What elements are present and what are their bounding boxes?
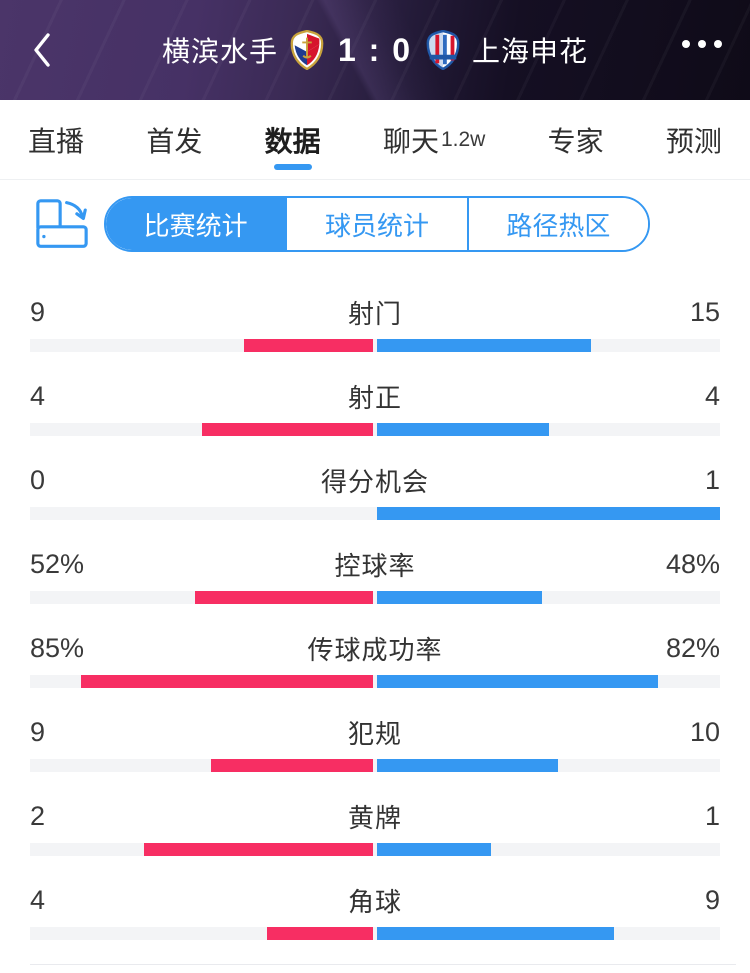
stat-home-value: 4 bbox=[30, 884, 46, 915]
stat-label: 射正 bbox=[347, 382, 403, 413]
stats-controls: 比赛统计 球员统计 路径热区 bbox=[0, 196, 750, 252]
stat-label: 传球成功率 bbox=[307, 634, 443, 665]
stat-bar-home bbox=[144, 843, 373, 856]
stat-bar-away bbox=[377, 843, 492, 856]
stat-row: 2 黄牌 1 bbox=[0, 800, 750, 856]
stat-label: 控球率 bbox=[334, 550, 416, 581]
tab-label: 首发 bbox=[146, 125, 203, 157]
stat-away-value: 1 bbox=[704, 464, 720, 495]
stat-bar-home bbox=[201, 423, 373, 436]
tab-专家[interactable]: 专家 bbox=[548, 100, 604, 179]
stat-bar bbox=[30, 675, 720, 688]
stat-label: 射门 bbox=[347, 298, 403, 329]
stat-bar-away bbox=[377, 759, 558, 772]
stat-bar bbox=[30, 507, 720, 520]
stat-label: 犯规 bbox=[347, 718, 403, 749]
tab-预测[interactable]: 预测 bbox=[666, 100, 722, 179]
tab-label: 数据 bbox=[264, 125, 321, 157]
stat-bar-home bbox=[267, 927, 373, 940]
stat-away-value: 9 bbox=[704, 884, 720, 915]
stat-away-value: 82% bbox=[665, 632, 720, 663]
stat-row: 9 犯规 10 bbox=[0, 716, 750, 772]
stat-row: 4 射正 4 bbox=[0, 380, 750, 436]
stat-home-value: 0 bbox=[30, 464, 46, 495]
tab-数据[interactable]: 数据 bbox=[265, 100, 321, 179]
stat-home-value: 9 bbox=[30, 716, 46, 747]
stat-bar-away bbox=[377, 507, 720, 520]
match-stats-list: 9 射门 15 4 射正 4 0 得分机会 1 52% 控 bbox=[0, 296, 750, 940]
stat-row: 85% 传球成功率 82% bbox=[0, 632, 750, 688]
away-team-badge-icon bbox=[426, 30, 460, 70]
ellipsis-dot bbox=[714, 40, 722, 48]
stat-bar bbox=[30, 591, 720, 604]
segment-button[interactable]: 比赛统计 bbox=[106, 198, 286, 250]
bottom-divider bbox=[30, 964, 736, 965]
stat-home-value: 4 bbox=[30, 380, 46, 411]
chevron-left-icon bbox=[34, 33, 50, 67]
stat-bar-home bbox=[194, 591, 373, 604]
tab-bar: 直播 首发 数据 聊天 1.2w 专家 预测 bbox=[0, 100, 750, 180]
back-button[interactable] bbox=[24, 32, 60, 68]
stat-away-value: 48% bbox=[665, 548, 720, 579]
away-team-name: 上海申花 bbox=[472, 36, 589, 67]
tab-label: 预测 bbox=[665, 125, 722, 157]
stat-row: 9 射门 15 bbox=[0, 296, 750, 352]
home-team-name: 横滨水手 bbox=[161, 36, 278, 67]
rotate-screen-button[interactable] bbox=[34, 198, 90, 250]
stat-row: 4 角球 9 bbox=[0, 884, 750, 940]
stat-away-value: 1 bbox=[704, 800, 720, 831]
match-title: 横滨水手 1 : 0 上海申花 bbox=[162, 30, 588, 70]
stat-away-value: 10 bbox=[689, 716, 720, 747]
stat-label: 角球 bbox=[347, 886, 403, 917]
tab-count: 1.2w bbox=[440, 127, 486, 151]
tab-首发[interactable]: 首发 bbox=[146, 100, 202, 179]
stat-bar-away bbox=[377, 927, 615, 940]
stat-row: 0 得分机会 1 bbox=[0, 464, 750, 520]
stat-bar bbox=[30, 927, 720, 940]
stat-bar-away bbox=[377, 675, 659, 688]
stat-away-value: 15 bbox=[689, 296, 720, 327]
segment-button[interactable]: 球员统计 bbox=[285, 198, 467, 250]
more-options-button[interactable] bbox=[682, 40, 722, 48]
stat-label: 得分机会 bbox=[320, 466, 430, 497]
stat-bar-away bbox=[377, 591, 542, 604]
stat-label: 黄牌 bbox=[347, 802, 403, 833]
tab-直播[interactable]: 直播 bbox=[28, 100, 84, 179]
segment-button[interactable]: 路径热区 bbox=[466, 198, 648, 250]
home-team-badge-icon bbox=[290, 30, 324, 70]
tab-label: 直播 bbox=[28, 125, 85, 157]
match-header: 横滨水手 1 : 0 上海申花 bbox=[0, 0, 750, 100]
stat-bar bbox=[30, 339, 720, 352]
screen-rotate-icon bbox=[36, 199, 88, 248]
tab-聊天[interactable]: 聊天 1.2w bbox=[383, 100, 485, 179]
stat-bar-home bbox=[81, 675, 373, 688]
stats-segmented-control: 比赛统计 球员统计 路径热区 bbox=[104, 196, 650, 252]
stat-bar-home bbox=[244, 339, 373, 352]
score: 1 : 0 bbox=[337, 31, 413, 68]
stat-home-value: 2 bbox=[30, 800, 46, 831]
stat-bar-home bbox=[210, 759, 373, 772]
stat-away-value: 4 bbox=[704, 380, 720, 411]
stat-home-value: 9 bbox=[30, 296, 46, 327]
stat-row: 52% 控球率 48% bbox=[0, 548, 750, 604]
stat-home-value: 85% bbox=[30, 632, 85, 663]
ellipsis-dot bbox=[698, 40, 706, 48]
stat-bar-away bbox=[377, 423, 549, 436]
tab-label: 聊天 bbox=[382, 125, 439, 157]
stat-bar-away bbox=[377, 339, 592, 352]
stat-bar bbox=[30, 759, 720, 772]
stat-home-value: 52% bbox=[30, 548, 85, 579]
stat-bar bbox=[30, 423, 720, 436]
ellipsis-dot bbox=[682, 40, 690, 48]
stat-bar bbox=[30, 843, 720, 856]
tab-label: 专家 bbox=[547, 125, 604, 157]
